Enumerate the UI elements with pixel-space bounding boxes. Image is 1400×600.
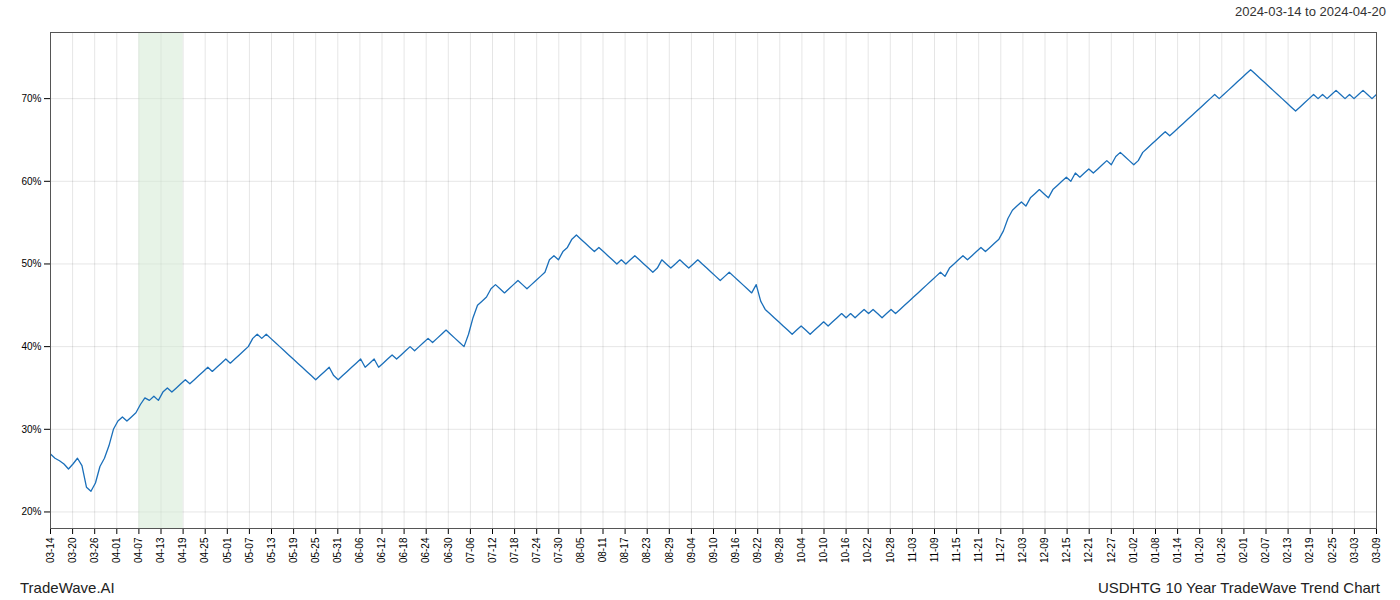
svg-text:11-03: 11-03	[907, 537, 918, 562]
svg-text:06-06: 06-06	[354, 537, 365, 563]
svg-text:20%: 20%	[21, 506, 41, 517]
svg-text:08-29: 08-29	[664, 537, 675, 563]
svg-text:02-19: 02-19	[1304, 537, 1315, 563]
svg-text:06-30: 06-30	[443, 537, 454, 563]
svg-text:08-17: 08-17	[619, 537, 630, 563]
svg-text:04-01: 04-01	[111, 537, 122, 563]
svg-text:10-04: 10-04	[796, 537, 807, 563]
svg-text:09-10: 09-10	[708, 537, 719, 563]
svg-text:12-27: 12-27	[1106, 537, 1117, 563]
svg-text:07-06: 07-06	[465, 537, 476, 563]
svg-text:50%: 50%	[21, 258, 41, 269]
svg-text:06-24: 06-24	[420, 537, 431, 563]
svg-text:60%: 60%	[21, 176, 41, 187]
svg-text:02-13: 02-13	[1282, 537, 1293, 563]
svg-text:04-19: 04-19	[177, 537, 188, 563]
svg-text:11-09: 11-09	[929, 537, 940, 562]
svg-text:03-03: 03-03	[1349, 537, 1360, 563]
svg-text:01-26: 01-26	[1216, 537, 1227, 563]
svg-text:03-26: 03-26	[89, 537, 100, 563]
html-text:USDHTG 10 Year TradeWave Trend: USDHTG 10 Year TradeWave Trend Chart	[1097, 578, 1380, 596]
svg-text:07-30: 07-30	[553, 537, 564, 563]
svg-text:05-13: 05-13	[266, 537, 277, 563]
svg-text:11-15: 11-15	[951, 537, 962, 562]
svg-text:07-18: 07-18	[509, 537, 520, 563]
svg-text:04-25: 04-25	[199, 537, 210, 563]
html-text:TradeWave.AI: TradeWave.AI	[20, 578, 115, 596]
svg-text:05-31: 05-31	[332, 537, 343, 563]
svg-text:02-01: 02-01	[1238, 537, 1249, 563]
svg-text:05-25: 05-25	[310, 537, 321, 563]
svg-text:10-16: 10-16	[840, 537, 851, 563]
svg-text:08-23: 08-23	[641, 537, 652, 563]
svg-text:12-03: 12-03	[1017, 537, 1028, 563]
svg-text:09-22: 09-22	[752, 537, 763, 563]
svg-text:01-02: 01-02	[1128, 537, 1139, 563]
svg-text:10-22: 10-22	[862, 537, 873, 563]
svg-text:11-21: 11-21	[973, 537, 984, 562]
svg-text:08-11: 08-11	[597, 537, 608, 562]
svg-text:06-18: 06-18	[398, 537, 409, 563]
svg-text:12-21: 12-21	[1083, 537, 1094, 563]
svg-text:07-24: 07-24	[531, 537, 542, 563]
svg-text:05-19: 05-19	[288, 537, 299, 563]
svg-text:03-20: 03-20	[67, 537, 78, 563]
svg-text:06-12: 06-12	[376, 537, 387, 563]
svg-text:12-09: 12-09	[1039, 537, 1050, 563]
svg-text:02-25: 02-25	[1327, 537, 1338, 563]
svg-text:05-01: 05-01	[222, 537, 233, 563]
svg-text:12-15: 12-15	[1061, 537, 1072, 563]
svg-text:40%: 40%	[21, 341, 41, 352]
svg-text:04-07: 04-07	[133, 537, 144, 563]
svg-text:09-04: 09-04	[686, 537, 697, 563]
svg-text:08-05: 08-05	[575, 537, 586, 563]
svg-text:10-28: 10-28	[885, 537, 896, 563]
svg-text:10-10: 10-10	[818, 537, 829, 563]
html-text:2024-03-14 to 2024-04-20: 2024-03-14 to 2024-04-20	[1234, 3, 1386, 19]
svg-text:01-14: 01-14	[1172, 537, 1183, 563]
svg-text:02-07: 02-07	[1260, 537, 1271, 563]
svg-text:01-20: 01-20	[1194, 537, 1205, 563]
svg-text:04-13: 04-13	[155, 537, 166, 563]
svg-text:30%: 30%	[21, 424, 41, 435]
svg-text:09-28: 09-28	[774, 537, 785, 563]
svg-text:01-08: 01-08	[1150, 537, 1161, 563]
svg-text:07-12: 07-12	[487, 537, 498, 563]
svg-text:03-14: 03-14	[45, 537, 56, 563]
svg-text:03-09: 03-09	[1371, 537, 1382, 563]
svg-text:11-27: 11-27	[995, 537, 1006, 562]
svg-text:09-16: 09-16	[730, 537, 741, 563]
svg-text:70%: 70%	[21, 93, 41, 104]
svg-text:05-07: 05-07	[244, 537, 255, 563]
